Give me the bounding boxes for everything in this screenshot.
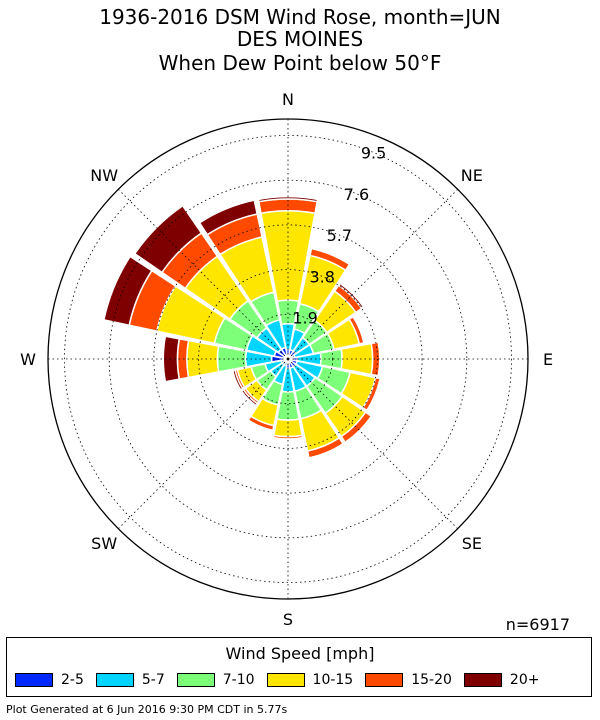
wedge-W-10-15: [186, 339, 220, 379]
wedge-WSW-20+: [231, 369, 244, 391]
legend-label: 15-20: [411, 672, 452, 688]
wedge-E-15-20: [370, 341, 381, 377]
grid-circle-5.7: [153, 224, 423, 494]
chart-title-line1: 1936-2016 DSM Wind Rose, month=JUN: [99, 5, 501, 29]
grid-circle-3.8: [198, 269, 378, 449]
legend-swatch: [15, 673, 53, 687]
legend: Wind Speed [mph] 2-5 5-7 7-10 10-15 15-20 20+: [6, 637, 592, 697]
compass-label-SE: SE: [462, 534, 482, 553]
legend-item-20+: 20+: [463, 672, 540, 688]
legend-label: 10-15: [312, 672, 354, 688]
grid-circle-1.9: [242, 313, 334, 405]
legend-swatch: [95, 673, 134, 687]
legend-swatch: [365, 673, 404, 687]
outer-circle: [47, 118, 529, 600]
wedge-S-15-20: [272, 434, 304, 440]
compass-label-NW: NW: [90, 166, 118, 185]
grid-circle-7.6: [108, 179, 468, 539]
chart-title-line2: DES MOINES: [236, 27, 364, 51]
compass-label-E: E: [543, 350, 553, 369]
wedge-W-20+: [162, 335, 181, 383]
legend-swatch: [266, 673, 305, 687]
legend-item-5-7: 5-7: [95, 672, 165, 688]
legend-swatch: [463, 673, 502, 687]
legend-label: 20+: [509, 672, 540, 688]
radial-tick-label: 7.6: [344, 185, 369, 204]
compass-label-W: W: [20, 350, 36, 369]
legend-label: 7-10: [222, 672, 255, 688]
legend-item-2-5: 2-5: [15, 672, 84, 688]
legend-items: 2-5 5-7 7-10 10-15 15-20 20+: [15, 672, 551, 688]
chart-title-line3: When Dew Point below 50°F: [158, 51, 442, 75]
compass-label-S: S: [283, 610, 293, 629]
footer-text: Plot Generated at 6 Jun 2016 9:30 PM CDT…: [6, 703, 288, 716]
legend-swatch: [176, 673, 215, 687]
radial-tick-label: 9.5: [361, 143, 386, 162]
legend-title: Wind Speed [mph]: [225, 644, 375, 663]
compass-label-SW: SW: [91, 534, 117, 553]
wedge-NNE-20+: [310, 246, 352, 266]
legend-item-10-15: 10-15: [266, 672, 354, 688]
wedge-SSW-20+: [246, 419, 274, 433]
grid-spoke: [118, 358, 289, 529]
legend-item-15-20: 15-20: [365, 672, 452, 688]
wedge-WNW-20+: [102, 255, 153, 327]
compass-label-N: N: [282, 90, 294, 109]
legend-label: 5-7: [141, 672, 165, 688]
wedge-SSE-20+: [308, 442, 345, 461]
radial-tick-label: 1.9: [292, 309, 317, 328]
legend-label: 2-5: [61, 672, 84, 688]
radial-tick-label: 5.7: [327, 226, 352, 245]
wedge-SE-20+: [344, 415, 374, 445]
compass-label-NE: NE: [461, 166, 483, 185]
radial-tick-label: 3.8: [309, 267, 334, 286]
observation-count: n=6917: [505, 615, 570, 634]
wedge-ESE-15-20: [361, 376, 381, 412]
grid-circle-9.5: [64, 135, 512, 583]
wedge-ENE-20+: [352, 315, 366, 344]
wedge-NNW-20+: [198, 199, 259, 236]
legend-item-7-10: 7-10: [176, 672, 255, 688]
wedge-NW-20+: [133, 204, 203, 274]
wedge-N-20+: [257, 195, 319, 203]
